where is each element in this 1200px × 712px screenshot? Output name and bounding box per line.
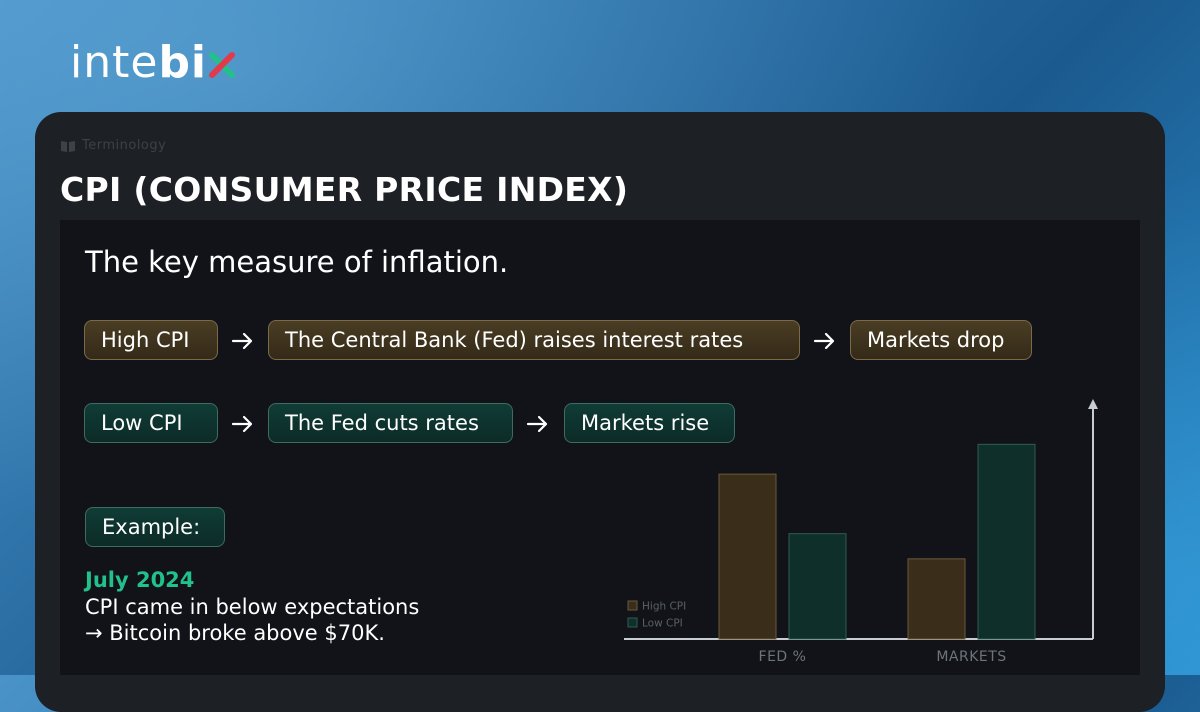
legend-label: High CPI [642, 601, 686, 613]
cpi-effect-chart: FED % MARKETS High CPI Low CPI [600, 390, 1140, 675]
bar-high-cpi-markets [907, 558, 966, 640]
brand-name-bold: bi [158, 37, 208, 88]
bar-high-cpi-fed- [718, 473, 777, 640]
bar-low-cpi-fed- [788, 533, 847, 640]
arrow-right-icon [526, 414, 550, 434]
book-icon [61, 140, 75, 152]
example-line-1: CPI came in below expectations [85, 595, 420, 619]
brand-logo: intebi [70, 37, 236, 88]
fed-raises-pill: The Central Bank (Fed) raises interest r… [268, 320, 800, 360]
brand-name-light: inte [70, 37, 159, 88]
legend-swatch [627, 600, 638, 611]
fed-cuts-pill: The Fed cuts rates [268, 403, 513, 443]
arrow-right-icon [813, 331, 837, 351]
legend-swatch [627, 617, 638, 628]
markets-rise-pill: Markets rise [564, 403, 735, 443]
high-cpi-pill: High CPI [84, 320, 218, 360]
example-date: July 2024 [85, 568, 195, 592]
category-label: FED % [759, 649, 807, 665]
subtitle: The key measure of inflation. [85, 245, 509, 279]
chart-svg: FED % MARKETS High CPI Low CPI [624, 399, 1098, 665]
brand-x-icon [209, 40, 236, 78]
example-line-2: → Bitcoin broke above $70K. [85, 621, 385, 645]
example-label: Example: [85, 507, 225, 547]
category-label: MARKETS [936, 649, 1006, 665]
bar-low-cpi-markets [977, 443, 1036, 640]
legend-label: Low CPI [642, 618, 683, 630]
page-title: CPI (CONSUMER PRICE INDEX) [60, 170, 629, 209]
eyebrow-label: Terminology [82, 138, 167, 153]
eyebrow: Terminology [60, 137, 166, 155]
y-axis-arrow-icon [1088, 399, 1098, 409]
low-cpi-pill: Low CPI [84, 403, 218, 443]
markets-drop-pill: Markets drop [850, 320, 1032, 360]
arrow-right-icon [231, 331, 255, 351]
arrow-right-icon [231, 414, 255, 434]
